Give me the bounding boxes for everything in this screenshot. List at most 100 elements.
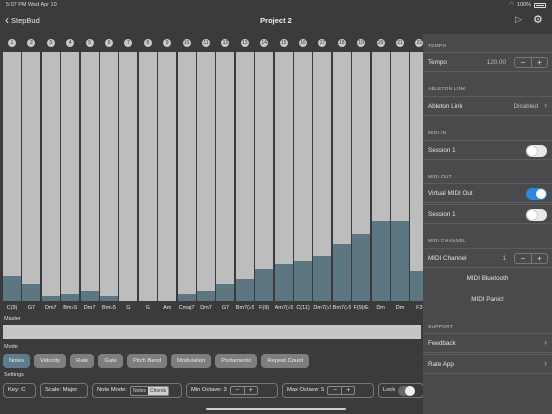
step-chord-label: Dm7 (83, 305, 96, 311)
battery-icon (534, 2, 546, 8)
step-6: 6 Bm♭5 (100, 38, 118, 315)
tab-velocity[interactable]: Velocity (34, 354, 67, 368)
status-bar: 5:07 PM Wed Apr 10 ◠ 100% (0, 0, 552, 10)
step-number-badge: 22 (415, 39, 424, 47)
step-slider-fill (177, 293, 196, 301)
step-slider[interactable] (138, 52, 157, 301)
step-slider[interactable] (22, 52, 41, 301)
max-octave-decrement[interactable]: − (332, 387, 337, 394)
step-number-badge: 5 (85, 39, 94, 47)
tab-modulation[interactable]: Modulation (171, 354, 212, 368)
max-octave-label: Max Octave: 5 (287, 387, 325, 393)
step-number-badge: 15 (279, 39, 288, 47)
midi-channel-decrement[interactable]: − (520, 254, 526, 263)
step-number-badge: 9 (163, 39, 172, 47)
lock-toggle[interactable] (398, 385, 416, 396)
tab-repeat-count[interactable]: Repeat Count (261, 354, 310, 368)
step-slider[interactable] (197, 52, 215, 301)
step-chord-label: Bm♭5 (102, 305, 116, 311)
step-19: 19 F(9)/E (352, 38, 371, 315)
step-slider[interactable] (371, 52, 390, 301)
step-slider-fill (332, 243, 351, 301)
tempo-decrement[interactable]: − (520, 58, 526, 67)
gear-icon[interactable]: ⚙ (533, 14, 543, 26)
step-slider-fill (371, 221, 390, 301)
step-slider-fill (352, 233, 371, 301)
midi-out-session-row: Session 1 (423, 204, 552, 224)
step-number-badge: 2 (27, 39, 36, 47)
step-chord-label: Dm (395, 305, 405, 311)
step-slider-fill (100, 296, 118, 301)
step-slider[interactable] (3, 52, 21, 301)
note-mode-notes[interactable]: Notes (132, 387, 147, 394)
back-label: StepBud (11, 15, 40, 25)
max-octave-increment[interactable]: + (341, 387, 354, 394)
step-slider[interactable] (41, 52, 60, 301)
note-mode-chords[interactable]: Chords (148, 386, 169, 395)
tab-portamento[interactable]: Portamento (215, 354, 258, 368)
key-selector[interactable]: Key: C (3, 383, 36, 398)
lock-control: Lock (378, 383, 424, 398)
step-number-badge: 8 (143, 39, 152, 47)
step-slider[interactable] (158, 52, 177, 301)
midi-in-session-toggle[interactable] (526, 145, 547, 157)
step-17: 17 Dm7(♭5) (313, 38, 332, 315)
min-octave-decrement[interactable]: − (235, 387, 240, 394)
midi-out-session-label: Session 1 (428, 211, 456, 218)
step-slider[interactable] (255, 52, 274, 301)
step-slider[interactable] (61, 52, 80, 301)
tab-notes[interactable]: Notes (3, 354, 31, 368)
step-slider[interactable] (391, 52, 409, 301)
midi-channel-label: MIDI Channel (428, 255, 467, 262)
feedback-row[interactable]: Feedback › (423, 333, 552, 353)
step-slider-fill (3, 276, 21, 301)
midi-panic-button[interactable]: MIDI Panic! (471, 296, 504, 303)
step-slider[interactable] (332, 52, 351, 301)
rate-app-row[interactable]: Rate App › (423, 354, 552, 374)
step-slider[interactable] (177, 52, 196, 301)
step-1: 1 C(9) (3, 38, 21, 315)
min-octave-increment[interactable]: + (243, 387, 257, 394)
step-slider[interactable] (235, 52, 254, 301)
step-slider[interactable] (80, 52, 99, 301)
step-slider-fill (22, 283, 41, 301)
home-indicator (206, 408, 346, 410)
master-label: Master (4, 316, 21, 322)
step-slider[interactable] (274, 52, 293, 301)
step-slider[interactable] (313, 52, 332, 301)
midi-out-session-toggle[interactable] (526, 209, 547, 221)
step-slider[interactable] (352, 52, 371, 301)
master-slider[interactable] (3, 325, 421, 339)
play-icon[interactable]: ▷ (515, 14, 522, 24)
step-number-badge: 13 (240, 39, 249, 47)
step-slider[interactable] (119, 52, 138, 301)
tab-rate[interactable]: Rate (70, 354, 95, 368)
step-slider-fill (216, 283, 235, 301)
step-number-badge: 12 (221, 39, 230, 47)
ableton-link-value: Disabled (513, 103, 538, 110)
step-chord-label: Bm7(♭5) (332, 305, 351, 311)
step-13: 13 Bm7(♭5) (235, 38, 254, 315)
step-chord-label: Dm7 (44, 305, 57, 311)
tab-pitch-bend[interactable]: Pitch Bend (126, 354, 168, 368)
step-slider-fill (61, 293, 80, 301)
step-number-badge: 21 (396, 39, 404, 47)
midi-bluetooth-button[interactable]: MIDI Bluetooth (466, 275, 509, 282)
step-slider[interactable] (216, 52, 235, 301)
virtual-midi-out-toggle[interactable] (526, 188, 547, 200)
ableton-link-header: ABLETON LINK (428, 87, 466, 92)
status-right: ◠ 100% (509, 2, 546, 8)
back-button[interactable]: ‹ StepBud (5, 14, 40, 26)
scale-selector[interactable]: Scale: Major (40, 383, 88, 398)
step-number-badge: 16 (299, 39, 307, 47)
step-slider[interactable] (294, 52, 312, 301)
midi-in-session-row: Session 1 (423, 140, 552, 160)
step-chord-label: Am (163, 305, 172, 311)
ableton-link-row[interactable]: Ableton Link Disabled › (423, 96, 552, 116)
virtual-midi-out-row: Virtual MIDI Out (423, 183, 552, 203)
midi-channel-increment[interactable]: + (531, 254, 547, 263)
step-slider[interactable] (100, 52, 118, 301)
toggle-knob (405, 385, 416, 396)
tab-gate[interactable]: Gate (98, 354, 123, 368)
tempo-increment[interactable]: + (531, 58, 547, 67)
